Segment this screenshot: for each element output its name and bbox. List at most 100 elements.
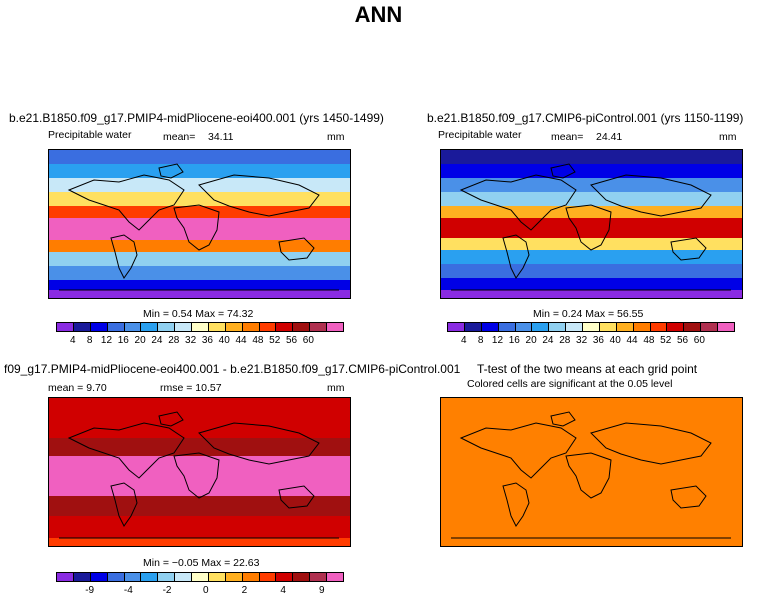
- panel2-minmax: Min = 0.24 Max = 56.55: [533, 308, 644, 320]
- colorbar-swatch: [242, 323, 260, 331]
- colorbar-swatch: [583, 323, 600, 331]
- colorbar-tick-label: 52: [269, 335, 281, 346]
- panel1-map: [48, 149, 351, 299]
- colorbar-swatch: [532, 323, 550, 331]
- panel1-mean-label: mean=: [163, 131, 196, 143]
- colorbar-swatch: [141, 573, 159, 581]
- colorbar-tick-label: 20: [134, 335, 146, 346]
- colorbar-swatch: [684, 323, 702, 331]
- colorbar-swatch: [90, 573, 108, 581]
- colorbar-tick-label: 8: [477, 335, 484, 346]
- panel4-map: [440, 397, 743, 547]
- colorbar-tick-label: 48: [643, 335, 655, 346]
- panel2-variable-label: Precipitable water: [438, 129, 522, 141]
- colorbar-swatch: [124, 323, 142, 331]
- panel1-colorbar: [56, 322, 344, 332]
- panel4-title: T-test of the two means at each grid poi…: [477, 362, 698, 376]
- colorbar-swatch: [276, 573, 294, 581]
- colorbar-swatch: [57, 573, 74, 581]
- panel1-mean-value: 34.11: [208, 131, 234, 143]
- colorbar-swatch: [293, 573, 311, 581]
- panel4-subtitle: Colored cells are significant at the 0.0…: [467, 378, 673, 390]
- main-title: ANN: [354, 2, 403, 27]
- colorbar-swatch: [192, 573, 209, 581]
- colorbar-swatch: [259, 573, 277, 581]
- colorbar-swatch: [225, 323, 243, 331]
- colorbar-swatch: [448, 323, 465, 331]
- colorbar-swatch: [276, 323, 294, 331]
- colorbar-tick-label: 4: [70, 335, 76, 346]
- colorbar-swatch: [225, 573, 243, 581]
- panel2-map: [440, 149, 743, 299]
- panel2-units: mm: [719, 131, 737, 143]
- colorbar-swatch: [667, 323, 685, 331]
- colorbar-swatch: [141, 323, 159, 331]
- colorbar-tick-label: 28: [559, 335, 571, 346]
- colorbar-swatch: [192, 323, 209, 331]
- panel2-mean-value: 24.41: [596, 131, 623, 143]
- panel1-title: b.e21.B1850.f09_g17.PMIP4-midPliocene-eo…: [9, 111, 384, 125]
- colorbar-swatch: [90, 323, 108, 331]
- colorbar-swatch: [259, 323, 277, 331]
- colorbar-swatch: [73, 323, 91, 331]
- panel3-map: [48, 397, 351, 547]
- colorbar-swatch: [158, 323, 176, 331]
- colorbar-tick-label: -2: [162, 585, 172, 596]
- colorbar-tick-label: 60: [302, 335, 314, 346]
- colorbar-swatch: [175, 573, 192, 581]
- colorbar-swatch: [327, 323, 343, 331]
- colorbar-tick-label: 44: [235, 335, 247, 346]
- colorbar-swatch: [633, 323, 651, 331]
- colorbar-tick-label: 40: [609, 335, 621, 346]
- panel3-minmax: Min = −0.05 Max = 22.63: [143, 557, 260, 569]
- panel1-units: mm: [327, 131, 345, 143]
- colorbar-swatch: [650, 323, 668, 331]
- colorbar-tick-label: 44: [626, 335, 638, 346]
- colorbar-tick-label: 60: [693, 335, 705, 346]
- panel2-title: b.e21.B1850.f09_g17.CMIP6-piControl.001 …: [427, 111, 744, 125]
- colorbar-swatch: [515, 323, 533, 331]
- panel2-colorbar: [447, 322, 735, 332]
- colorbar-swatch: [498, 323, 516, 331]
- colorbar-swatch: [549, 323, 567, 331]
- colorbar-swatch: [464, 323, 482, 331]
- panel3-units: mm: [327, 382, 345, 394]
- colorbar-swatch: [566, 323, 583, 331]
- colorbar-swatch: [57, 323, 74, 331]
- colorbar-tick-label: 12: [100, 335, 113, 346]
- colorbar-swatch: [310, 573, 327, 581]
- panel1-variable-label: Precipitable water: [48, 129, 132, 141]
- colorbar-tick-label: 9: [319, 585, 325, 596]
- panel2-mean-label: mean=: [551, 131, 584, 143]
- colorbar-swatch: [701, 323, 718, 331]
- colorbar-tick-label: 24: [542, 335, 554, 346]
- colorbar-tick-label: 24: [151, 335, 163, 346]
- colorbar-tick-label: 36: [592, 335, 604, 346]
- colorbar-tick-label: 8: [86, 335, 93, 346]
- colorbar-swatch: [599, 323, 617, 331]
- colorbar-swatch: [208, 573, 226, 581]
- colorbar-tick-label: 12: [491, 335, 504, 346]
- colorbar-tick-label: -9: [85, 585, 95, 596]
- colorbar-tick-label: 0: [202, 585, 209, 596]
- panel1-minmax: Min = 0.54 Max = 74.32: [143, 308, 254, 320]
- colorbar-tick-label: -4: [123, 585, 133, 596]
- colorbar-tick-label: 52: [660, 335, 672, 346]
- colorbar-tick-label: 16: [508, 335, 520, 346]
- colorbar-swatch: [124, 573, 142, 581]
- colorbar-swatch: [310, 323, 327, 331]
- panel3-title: f09_g17.PMIP4-midPliocene-eoi400.001 - b…: [4, 362, 461, 376]
- colorbar-tick-label: 56: [676, 335, 689, 346]
- panel3-rmse: rmse = 10.57: [160, 382, 222, 394]
- colorbar-tick-label: 16: [117, 335, 129, 346]
- colorbar-swatch: [208, 323, 226, 331]
- colorbar-tick-label: 4: [280, 585, 286, 596]
- colorbar-swatch: [73, 573, 91, 581]
- colorbar-swatch: [175, 323, 192, 331]
- colorbar-swatch: [242, 573, 260, 581]
- colorbar-tick-label: 40: [218, 335, 230, 346]
- colorbar-swatch: [107, 323, 125, 331]
- colorbar-tick-label: 32: [576, 335, 588, 346]
- colorbar-tick-label: 36: [201, 335, 213, 346]
- panel3-mean: mean = 9.70: [48, 382, 107, 394]
